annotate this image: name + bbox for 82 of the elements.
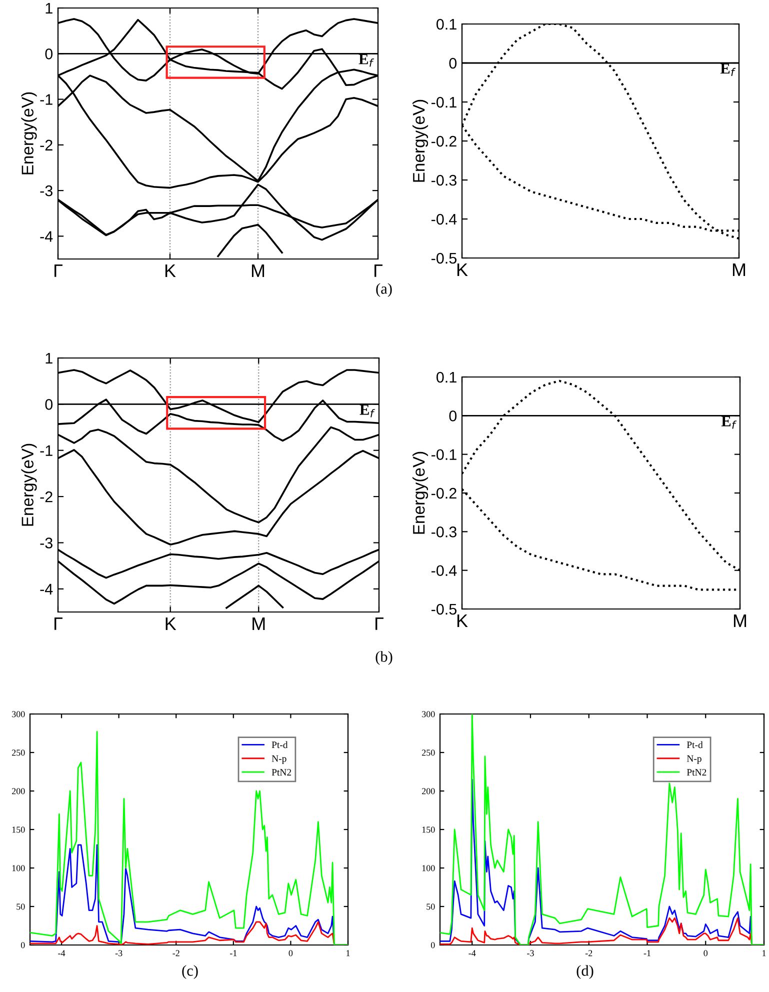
y-tick-label: 250	[12, 750, 25, 756]
y-axis-title: Energy(eV)	[412, 100, 428, 182]
ref-line-label: E$_{f}$	[360, 404, 375, 418]
legend-label: N-p	[686, 755, 702, 764]
y-tick-label: 0	[45, 48, 53, 60]
legend-label: Pt-d	[272, 741, 288, 748]
x-tick-label: K	[166, 618, 176, 630]
y-tick-label: -2	[40, 491, 52, 502]
text: (b)	[376, 651, 392, 665]
x-tick-label: Γ	[54, 264, 62, 277]
y-tick-label: -0.2	[431, 136, 456, 147]
y-tick-label: 0.1	[436, 372, 456, 383]
x-tick-label: -4	[58, 950, 66, 956]
y-tick-label: -1	[40, 94, 52, 105]
y-tick-label: 300	[12, 711, 25, 718]
y-tick-label: -0.5	[431, 252, 456, 264]
x-tick-label: -3	[527, 950, 534, 956]
y-tick-label: 0	[449, 410, 457, 422]
x-tick-label: 0	[288, 950, 293, 956]
x-tick-label: Γ	[374, 264, 382, 277]
legend-label: Pt-d	[686, 741, 703, 748]
y-tick-label: 200	[12, 788, 25, 794]
x-tick-label: 0	[704, 950, 708, 956]
y-tick-label: 150	[422, 826, 435, 833]
ref-line-label: E$_{f}$	[358, 54, 374, 67]
y-tick-label: 250	[422, 750, 435, 756]
y-tick-label: 150	[12, 826, 25, 833]
y-tick-label: 300	[422, 711, 435, 718]
y-tick-label: -0.2	[431, 488, 456, 499]
y-tick-label: -3	[40, 185, 52, 196]
x-tick-label: M	[732, 264, 746, 276]
y-tick-label: -2	[40, 140, 52, 150]
x-tick-label: K	[457, 264, 468, 276]
y-axis-title: Energy(eV)	[412, 452, 428, 534]
x-tick-label: -3	[115, 950, 122, 956]
y-tick-label: 0	[45, 399, 53, 410]
y-tick-label: -1	[40, 445, 52, 456]
x-tick-label: -1	[230, 950, 237, 956]
text: (c)	[182, 965, 198, 979]
x-tick-label: M	[252, 264, 264, 277]
y-tick-label: -0.4	[431, 565, 457, 576]
ref-line-label: E$_{f}$	[721, 416, 737, 429]
text: (a)	[376, 283, 392, 297]
y-tick-label: 0	[20, 942, 25, 948]
y-tick-label: 1	[46, 3, 52, 14]
y-tick-label: 200	[422, 788, 435, 794]
y-axis-title: Energy(eV)	[21, 92, 37, 174]
legend-label: PtN2	[272, 769, 292, 776]
x-tick-label: M	[734, 614, 746, 627]
legend-label: N-p	[272, 755, 286, 764]
x-tick-label: -4	[468, 950, 476, 956]
y-axis-title: Energy(eV)	[21, 444, 37, 526]
x-tick-label: 1	[762, 950, 766, 956]
text: (d)	[576, 965, 594, 979]
x-tick-label: -2	[585, 950, 592, 956]
y-tick-label: 0.1	[436, 18, 456, 30]
x-tick-label: Γ	[376, 618, 384, 630]
y-tick-label: -0.3	[431, 526, 456, 538]
x-tick-label: M	[252, 618, 265, 630]
y-tick-label: 50	[16, 904, 25, 910]
y-tick-label: 0	[449, 58, 457, 69]
x-tick-label: Γ	[54, 618, 62, 630]
x-tick-label: 1	[346, 950, 350, 956]
x-tick-label: -1	[644, 950, 650, 956]
y-tick-label: 100	[12, 865, 25, 872]
ref-line-label: E$_{f}$	[720, 64, 736, 76]
y-tick-label: -0.3	[431, 174, 456, 186]
x-tick-label: K	[457, 614, 468, 627]
y-tick-label: -0.5	[431, 604, 456, 615]
y-tick-label: -0.1	[431, 96, 456, 108]
y-tick-label: 50	[426, 904, 435, 910]
legend-label: PtN2	[686, 769, 706, 776]
y-tick-label: 100	[422, 865, 435, 872]
x-tick-label: -2	[172, 950, 180, 956]
y-tick-label: -3	[40, 538, 52, 548]
y-tick-label: 1	[46, 353, 52, 364]
y-tick-label: -4	[40, 584, 53, 594]
y-tick-label: -0.1	[431, 449, 456, 460]
y-tick-label: 0	[430, 942, 435, 948]
x-tick-label: K	[165, 264, 176, 277]
y-tick-label: -4	[40, 231, 53, 242]
y-tick-label: -0.4	[431, 214, 457, 225]
